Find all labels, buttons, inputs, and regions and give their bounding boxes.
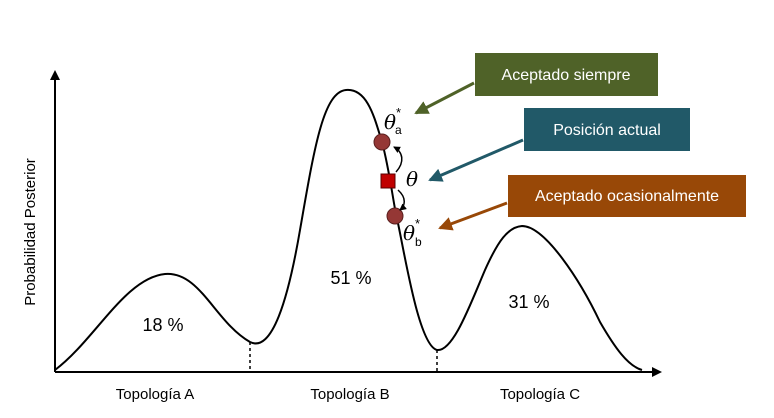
label-topology-a: Topología A <box>116 386 194 403</box>
theta-b-star: * <box>415 216 420 231</box>
y-axis-label: Probabilidad Posterior <box>22 158 39 306</box>
theta-b-subscript: b <box>415 235 422 249</box>
callout-always-arrow <box>414 81 475 115</box>
current-position-point <box>380 173 396 189</box>
percent-topology-a: 18 % <box>142 315 183 335</box>
callout-always-label: Aceptado siempre <box>502 67 631 84</box>
arrow-to-theta-b <box>397 189 407 211</box>
percent-topology-b: 51 % <box>330 268 371 288</box>
proposal-point-a <box>373 133 391 151</box>
arrow-to-theta-a <box>393 146 403 173</box>
theta-current-symbol: θ <box>406 167 418 191</box>
label-topology-c: Topología C <box>500 386 580 403</box>
theta-a-subscript: a <box>395 123 402 137</box>
callout-sometimes-arrow <box>438 201 508 231</box>
percent-topology-c: 31 % <box>508 292 549 312</box>
theta-a-symbol: θ <box>384 110 396 134</box>
proposal-point-b <box>386 207 404 225</box>
callout-sometimes-label: Aceptado ocasionalmente <box>535 188 719 205</box>
theta-b-symbol: θ <box>403 221 415 245</box>
callout-current-label: Posición actual <box>553 122 661 139</box>
theta-a-star: * <box>396 105 401 120</box>
posterior-curve <box>54 88 643 371</box>
callout-always-box <box>475 53 658 96</box>
callout-sometimes-box <box>508 175 746 217</box>
callout-current-arrow <box>428 138 524 182</box>
callout-current-box <box>524 108 690 151</box>
label-topology-b: Topología B <box>310 386 389 403</box>
